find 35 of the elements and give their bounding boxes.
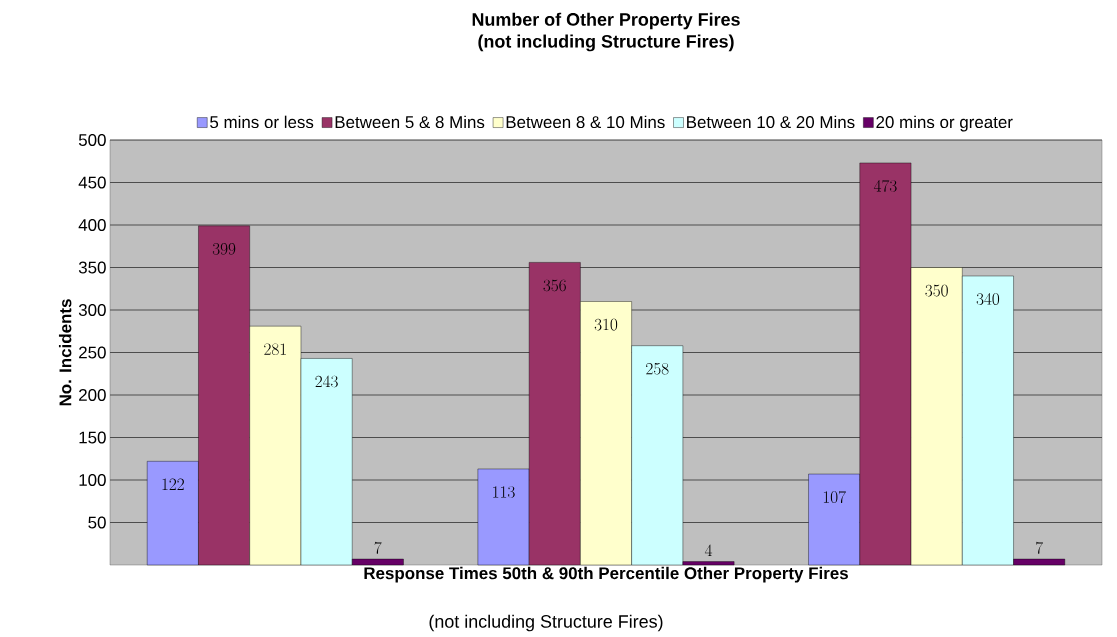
- y-tick-label: 500: [78, 134, 106, 146]
- y-tick-label: 250: [79, 346, 106, 359]
- data-label: 7: [1036, 541, 1043, 554]
- legend-label: Between 5 & 8 Mins: [335, 115, 485, 129]
- chart-title: Number of Other Property Fires: [472, 12, 740, 30]
- y-tick-label: 200: [79, 389, 106, 401]
- y-tick-label: 100: [79, 474, 106, 486]
- data-label: 356: [543, 279, 566, 292]
- x-axis-title: Response Times 50th & 90th Percentile Other Property Fires: [364, 566, 848, 583]
- data-label: 350: [925, 284, 948, 297]
- y-tick-label: 50: [88, 516, 106, 529]
- y-tick-label: 150: [79, 431, 106, 444]
- data-label: 122: [162, 478, 184, 490]
- legend-label: 20 mins or greater: [876, 115, 1013, 132]
- legend-label: Between 8 & 10 Mins: [506, 115, 665, 129]
- data-label: 473: [873, 179, 897, 192]
- data-label: 281: [264, 343, 286, 356]
- y-tick-label: 450: [78, 176, 106, 189]
- data-label: 7: [374, 541, 382, 554]
- y-tick-label: 350: [78, 261, 106, 274]
- data-label: 4: [704, 544, 713, 557]
- data-label: 340: [976, 293, 1000, 305]
- data-label: 310: [594, 318, 618, 331]
- legend-label: 5 mins or less: [210, 115, 314, 129]
- data-label: 113: [493, 486, 515, 498]
- legend-label: Between 10 & 20 Mins: [687, 115, 855, 129]
- y-axis-title: No. Incidents: [58, 299, 72, 406]
- data-label: 243: [315, 375, 338, 388]
- data-label: 107: [823, 491, 846, 503]
- chart-subtitle: (not including Structure Fires): [478, 34, 734, 52]
- text: (not including Structure Fires): [429, 614, 663, 632]
- data-label: 399: [212, 243, 236, 255]
- data-label: 258: [646, 362, 669, 375]
- y-tick-label: 400: [78, 219, 106, 231]
- y-tick-label: 300: [78, 304, 106, 316]
